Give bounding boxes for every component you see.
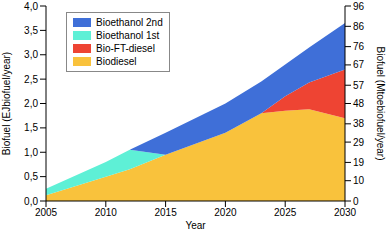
svg-text:Year: Year xyxy=(185,220,206,231)
svg-text:2010: 2010 xyxy=(95,207,118,218)
svg-text:2015: 2015 xyxy=(154,207,177,218)
svg-text:2,0: 2,0 xyxy=(24,98,38,109)
svg-text:38: 38 xyxy=(353,118,365,129)
svg-text:4,0: 4,0 xyxy=(24,1,38,12)
svg-text:19: 19 xyxy=(353,157,365,168)
html-text:Bioethanol 1st: Bioethanol 1st xyxy=(96,30,160,41)
svg-text:Biofuel (EJbiofuel/year): Biofuel (EJbiofuel/year) xyxy=(8,52,12,155)
svg-text:86: 86 xyxy=(353,21,365,32)
svg-text:10: 10 xyxy=(353,175,365,186)
svg-text:2025: 2025 xyxy=(274,207,297,218)
svg-text:76: 76 xyxy=(353,41,365,52)
html-text:Bioethanol 2nd: Bioethanol 2nd xyxy=(96,17,163,28)
svg-text:0,5: 0,5 xyxy=(24,171,38,182)
svg-text:2005: 2005 xyxy=(35,207,58,218)
svg-text:0,0: 0,0 xyxy=(24,196,38,207)
svg-text:2020: 2020 xyxy=(214,207,237,218)
svg-text:0: 0 xyxy=(353,196,359,207)
svg-text:Biofuel (Mtoebiofuel/year): Biofuel (Mtoebiofuel/year) xyxy=(375,47,381,161)
svg-text:57: 57 xyxy=(353,80,365,91)
svg-text:3,0: 3,0 xyxy=(24,49,38,60)
svg-text:1,0: 1,0 xyxy=(24,147,38,158)
svg-text:2,5: 2,5 xyxy=(24,74,38,85)
svg-text:29: 29 xyxy=(353,137,365,148)
html-text:Biodiesel: Biodiesel xyxy=(96,56,137,67)
svg-text:2030: 2030 xyxy=(334,207,357,218)
svg-text:48: 48 xyxy=(353,98,365,109)
svg-text:1,5: 1,5 xyxy=(24,122,38,133)
svg-text:96: 96 xyxy=(353,1,365,12)
svg-text:67: 67 xyxy=(353,59,365,70)
html-text:Bio-FT-diesel: Bio-FT-diesel xyxy=(96,43,155,54)
svg-text:3,5: 3,5 xyxy=(24,25,38,36)
